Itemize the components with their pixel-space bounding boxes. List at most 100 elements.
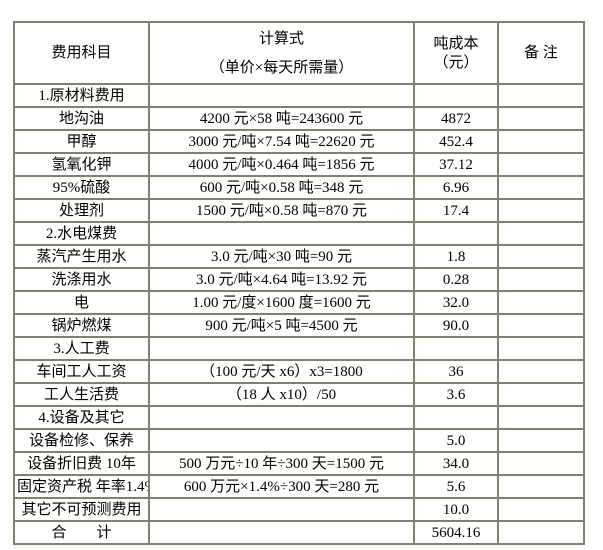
table-row: 氢氧化钾 4000 元/吨×0.464 吨=1856 元 37.12 [13,152,585,177]
cell-calc [148,520,415,545]
cell-label: 洗涤用水 [13,267,150,292]
table-row: 95%硫酸 600 元/吨×0.58 吨=348 元 6.96 [13,175,585,200]
table-row: 工人生活费 （18 人 x10）/50 3.6 [13,382,585,407]
cell-note [497,290,585,315]
cell-cost: 10.0 [413,497,499,522]
cell-note [497,267,585,292]
table-row: 电 1.00 元/度×1600 度=1600 元 32.0 [13,290,585,315]
cell-label: 处理剂 [13,198,150,223]
cell-calc [148,428,415,453]
table-row: 固定资产税 年率1.4% 600 万元×1.4%÷300 天=280 元 5.6 [13,474,585,499]
cell-label: 工人生活费 [13,382,150,407]
cell-calc: 4000 元/吨×0.464 吨=1856 元 [148,152,415,177]
cost-header-line2: （元） [433,54,479,71]
cell-cost: 32.0 [413,290,499,315]
table-row: 甲醇 3000 元/吨×7.54 吨=22620 元 452.4 [13,129,585,154]
cost-header-line1: 吨成本 [433,35,479,52]
table-row: 洗涤用水 3.0 元/吨×4.64 吨=13.92 元 0.28 [13,267,585,292]
cell-calc: 4200 元×58 吨=243600 元 [148,106,415,131]
table-row: 设备检修、保养 5.0 [13,428,585,453]
cell-note [497,336,585,361]
table-row: 3.人工费 [13,336,585,361]
cell-cost: 36 [413,359,499,384]
table-row: 锅炉燃煤 900 元/吨×5 吨=4500 元 90.0 [13,313,585,338]
cell-cost: 17.4 [413,198,499,223]
table-row: 车间工人工资 （100 元/天 x6）x3=1800 36 [13,359,585,384]
table-row: 地沟油 4200 元×58 吨=243600 元 4872 [13,106,585,131]
cell-calc: （18 人 x10）/50 [148,382,415,407]
cell-note [497,83,585,108]
cell-cost: 90.0 [413,313,499,338]
cell-calc: 600 万元×1.4%÷300 天=280 元 [148,474,415,499]
cell-calc: 1.00 元/度×1600 度=1600 元 [148,290,415,315]
cell-label: 2.水电煤费 [13,221,150,246]
cell-calc: 3.0 元/吨×4.64 吨=13.92 元 [148,267,415,292]
cell-calc: 500 万元÷10 年÷300 天=1500 元 [148,451,415,476]
cell-label: 氢氧化钾 [13,152,150,177]
cell-note [497,198,585,223]
cell-note [497,428,585,453]
table-row: 蒸汽产生用水 3.0 元/吨×30 吨=90 元 1.8 [13,244,585,269]
cell-cost [413,405,499,430]
cell-cost [413,336,499,361]
table-row: 1.原材料费用 [13,83,585,108]
table-row: 处理剂 1500 元/吨×0.58 吨=870 元 17.4 [13,198,585,223]
cell-label: 其它不可预测费用 [13,497,150,522]
cell-note [497,152,585,177]
table-row: 4.设备及其它 [13,405,585,430]
cell-cost: 37.12 [413,152,499,177]
cell-calc: 3000 元/吨×7.54 吨=22620 元 [148,129,415,154]
cell-note [497,451,585,476]
cell-cost: 5.0 [413,428,499,453]
cell-cost: 5.6 [413,474,499,499]
cell-calc: 900 元/吨×5 吨=4500 元 [148,313,415,338]
cell-cost: 452.4 [413,129,499,154]
column-header-calculation: 计算式 （单价×每天所需量） [148,21,415,85]
cell-cost: 0.28 [413,267,499,292]
table-row: 设备折旧费 10年 500 万元÷10 年÷300 天=1500 元 34.0 [13,451,585,476]
cell-label: 锅炉燃煤 [13,313,150,338]
cell-note [497,405,585,430]
cell-label: 1.原材料费用 [13,83,150,108]
cell-note [497,221,585,246]
cell-note [497,497,585,522]
cell-note [497,359,585,384]
cell-label: 电 [13,290,150,315]
calculation-header-line1: 计算式 [258,30,304,47]
cell-label: 设备折旧费 10年 [13,451,150,476]
table-row: 其它不可预测费用 10.0 [13,497,585,522]
column-header-cost-per-ton: 吨成本 （元） [413,21,499,85]
cell-label: 蒸汽产生用水 [13,244,150,269]
cell-label: 甲醇 [13,129,150,154]
cell-cost: 6.96 [413,175,499,200]
header-row: 费用科目 计算式 （单价×每天所需量） 吨成本 （元） 备 注 [13,21,585,85]
cell-label: 3.人工费 [13,336,150,361]
table-row-total: 合 计 5604.16 [13,520,585,545]
cell-note [497,175,585,200]
cell-calc [148,221,415,246]
cell-note [497,244,585,269]
cell-label: 设备检修、保养 [13,428,150,453]
cell-cost: 3.6 [413,382,499,407]
cell-calc: 600 元/吨×0.58 吨=348 元 [148,175,415,200]
cell-label: 4.设备及其它 [13,405,150,430]
column-header-remarks: 备 注 [497,21,585,85]
cell-label: 合 计 [13,520,150,545]
cell-cost: 1.8 [413,244,499,269]
cell-note [497,106,585,131]
cell-calc: 1500 元/吨×0.58 吨=870 元 [148,198,415,223]
cell-cost: 34.0 [413,451,499,476]
cell-calc [148,83,415,108]
cell-label: 车间工人工资 [13,359,150,384]
cell-calc [148,336,415,361]
cell-note [497,382,585,407]
cost-breakdown-table: 费用科目 计算式 （单价×每天所需量） 吨成本 （元） 备 注 1.原材料费用 … [13,21,585,545]
cell-note [497,474,585,499]
cell-calc [148,497,415,522]
cell-label: 固定资产税 年率1.4% [13,474,150,499]
cell-calc: 3.0 元/吨×30 吨=90 元 [148,244,415,269]
calculation-header-line2: （单价×每天所需量） [209,59,354,76]
cell-cost: 4872 [413,106,499,131]
cell-note [497,313,585,338]
cell-note [497,129,585,154]
